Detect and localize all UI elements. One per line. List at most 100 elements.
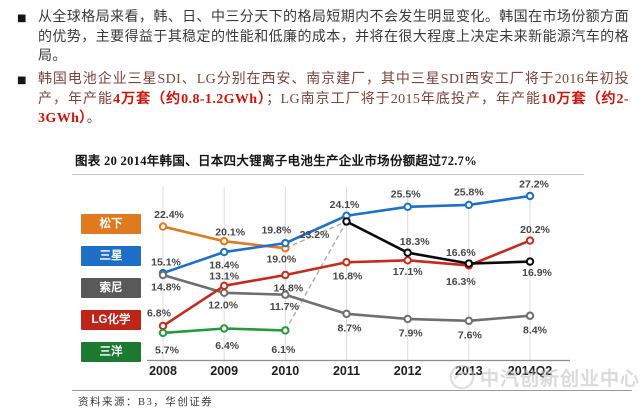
data-point-panasonic [281,244,290,253]
data-point-lg-chem [464,261,474,270]
series-line-panasonic [161,225,287,250]
data-label-lg-chem: 17.1% [393,266,423,278]
bullet-2-seg-2: ；LG南京工厂将于2015年底投产，年产能 [266,91,542,107]
data-point-sony [342,309,351,319]
figure-title-divider [72,174,584,175]
data-label-panasonic-sanyo-merged: 16.9% [522,267,552,279]
data-point-samsung [525,191,535,201]
legend-item-sony: 索尼 [81,278,141,298]
data-label-sony: 8.7% [338,322,363,334]
data-label-panasonic-sanyo-merged: 18.3% [400,236,430,248]
merger-connector-dashed [285,220,347,249]
data-label-sony: 12.0% [208,299,238,311]
data-point-lg-chem [219,281,229,291]
data-point-panasonic-sanyo-merged [464,259,474,268]
data-point-lg-chem [281,270,290,280]
data-label-panasonic: 19.0% [266,254,296,266]
data-label-sanyo: 6.4% [215,340,240,352]
watermark-text: 中汽创新创业中心 [480,368,640,390]
data-label-panasonic-sanyo-merged: 16.6% [446,247,476,259]
data-label-sanyo: 5.7% [155,344,180,356]
legend-item-lg-chem: LG化学 [81,310,141,330]
chart-legend: 松下三星索尼 LG化学三洋 [81,214,141,374]
data-point-sony [403,314,412,324]
data-label-panasonic: 22.4% [154,209,184,221]
series-line-sony [161,273,532,323]
legend-item-samsung: 三星 [81,246,141,266]
source-note: 资料来源：B3，华创证券 [78,397,214,408]
data-label-samsung: 24.1% [330,199,360,211]
data-point-sony [219,288,229,298]
data-point-sony [525,311,535,320]
data-label-samsung: 27.2% [519,179,549,191]
series-line-sanyo [161,327,287,335]
data-point-samsung [281,238,290,248]
data-point-sony [464,316,474,326]
data-point-samsung [403,202,412,212]
x-axis-label: 2009 [210,364,238,378]
legend-item-panasonic: 松下 [81,214,141,234]
legend-item-sanyo: 三洋 [81,342,141,362]
data-label-sony: 14.8% [151,281,181,293]
data-point-lg-chem [342,258,351,267]
bullet-square-icon: ■ [17,13,27,24]
data-label-sanyo: 6.1% [271,344,296,356]
data-point-panasonic-sanyo-merged [525,257,535,266]
bullet-item-2: ■ 韩国电池企业三星SDI、LG分别在西安、南京建厂，其中三星SDI西安工厂将于… [17,70,629,129]
merger-connector-dashed [284,221,348,331]
data-label-panasonic-sanyo-merged: 23.2% [300,229,330,241]
bullet-2-seg-3: 。 [86,111,102,126]
data-point-samsung [464,200,474,210]
data-label-sony: 7.9% [399,327,424,339]
data-label-lg-chem: 16.8% [333,271,363,283]
data-label-lg-chem: 6.8% [147,307,172,319]
x-axis-label: 2010 [271,364,299,378]
x-axis-label: 2011 [333,364,360,378]
bullet-2-text: 韩国电池企业三星SDI、LG分别在西安、南京建厂，其中三星SDI西安工厂将于20… [38,70,629,129]
data-label-samsung: 19.8% [261,225,291,237]
data-label-samsung: 25.8% [454,186,484,198]
data-point-lg-chem [403,256,412,265]
data-point-panasonic [158,222,168,231]
data-point-samsung [219,247,229,257]
data-label-samsung: 18.4% [209,260,239,272]
watermark-logo-icon [449,364,475,390]
data-label-lg-chem: 20.2% [520,224,550,236]
data-point-samsung [342,211,351,220]
data-label-samsung: 25.5% [391,188,421,200]
bullet-2-highlight-1: 4万套（约0.8-1.2GWh） [113,91,267,107]
data-label-panasonic: 20.1% [215,227,245,239]
series-line-lg-chem [161,239,532,328]
bullet-item-1: ■ 从全球格局来看，韩、日、中三分天下的格局短期内不会发生明显变化。韩国在市场份… [17,8,629,67]
data-point-sanyo [219,324,229,333]
data-label-lg-chem: 16.3% [446,276,476,288]
x-axis-label: 2008 [149,364,177,378]
watermark: 中汽创新创业中心 [448,363,640,391]
bullet-square-icon: ■ [17,75,27,86]
data-point-samsung [158,268,168,278]
bullet-1-text: 从全球格局来看，韩、日、中三分天下的格局短期内不会发生明显变化。韩国在市场份额方… [38,10,629,64]
bullet-2-highlight-2: 10万套（约2-3GWh） [38,91,629,127]
data-label-sony: 7.6% [458,329,483,341]
source-divider [72,390,632,391]
data-point-sony [158,270,168,280]
data-point-panasonic-sanyo-merged [403,248,412,257]
data-label-lg-chem: 13.1% [209,270,239,282]
data-label-sony: 11.7% [270,301,300,313]
data-label-lg-chem: 14.8% [273,282,303,294]
data-label-samsung: 15.1% [151,257,181,269]
data-point-sanyo [281,326,290,335]
data-point-sanyo [158,328,168,338]
data-point-sony [281,290,290,299]
data-point-panasonic [219,237,229,246]
series-line-panasonic-sanyo-merged [345,220,532,265]
x-axis-label: 2012 [394,364,422,378]
figure-title: 图表 20 2014年韩国、日本四大锂离子电池生产企业市场份额超过72.7% [75,154,478,168]
bullet-2-seg-1: 韩国电池企业三星SDI、LG分别在西安、南京建厂，其中三星SDI西安工厂将于20… [38,72,629,107]
data-point-lg-chem [525,236,535,245]
data-point-lg-chem [158,321,168,331]
data-label-sony: 8.4% [523,324,548,336]
data-point-panasonic-sanyo-merged [342,217,351,226]
series-line-samsung [161,194,532,275]
